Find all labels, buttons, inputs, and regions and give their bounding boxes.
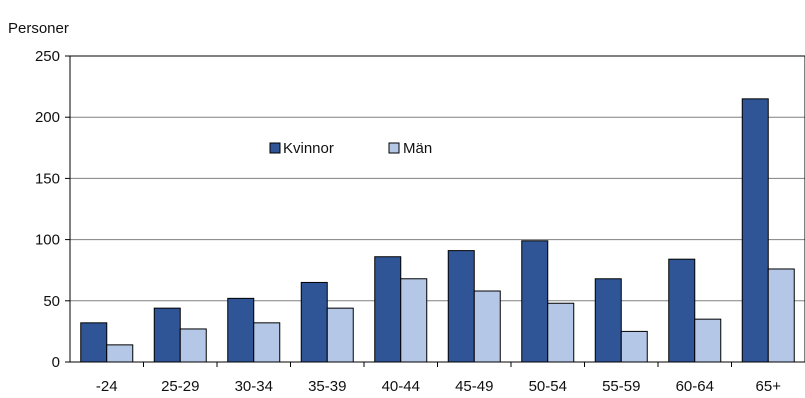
bar-kvinnor--24 [80,322,108,363]
y-tick-label: 0 [52,354,60,371]
x-tick-label: 55-59 [602,378,640,395]
x-tick-label: 30-34 [235,378,273,395]
x-tick-label: 60-64 [676,378,714,395]
bar-man-45-49 [473,290,501,363]
x-tick-label: -24 [96,378,118,395]
x-tick-label: 50-54 [529,378,567,395]
legend: Kvinnor Män [269,140,432,157]
bar-kvinnor-25-29 [153,307,181,363]
bar-man-35-39 [326,307,354,363]
bar-man-55-59 [620,330,648,363]
x-tick-labels: -24 25-29 30-34 35-39 40-44 45-49 50-54 55-59 60… [96,362,781,395]
y-tick-label: 250 [35,48,60,65]
bar-kvinnor-40-44 [374,256,402,363]
bar-kvinnor-55-59 [594,278,622,363]
bar-man-50-54 [547,302,575,363]
legend-swatch-man [388,142,400,154]
x-tick-label: 25-29 [161,378,199,395]
y-tick-label: 50 [43,293,60,310]
bar-man--24 [106,344,134,363]
y-tick-labels: 0 50 100 150 200 250 [35,48,70,371]
bar-man-60-64 [694,318,722,363]
y-tick-label: 150 [35,170,60,187]
bar-kvinnor-60-64 [668,258,696,363]
bar-man-40-44 [400,278,428,363]
y-tick-label: 100 [35,232,60,249]
bar-kvinnor-50-54 [521,240,549,363]
x-tick-label: 65+ [756,378,782,395]
bar-kvinnor-30-34 [227,297,255,363]
bar-kvinnor-35-39 [300,281,328,363]
y-axis-label: Personer [8,20,69,37]
bars-layer [80,98,795,363]
bar-man-30-34 [253,322,281,363]
x-tick-label: 40-44 [382,378,420,395]
y-tick-label: 200 [35,109,60,126]
x-tick-label: 35-39 [308,378,346,395]
x-tick-label: 45-49 [455,378,493,395]
bar-man-25-29 [179,328,207,363]
legend-label-kvinnor: Kvinnor [283,140,334,157]
bar-man-65+ [767,268,795,363]
bar-kvinnor-45-49 [447,250,475,363]
legend-label-man: Män [403,140,432,157]
bar-kvinnor-65+ [741,98,769,363]
legend-swatch-kvinnor [269,142,281,154]
